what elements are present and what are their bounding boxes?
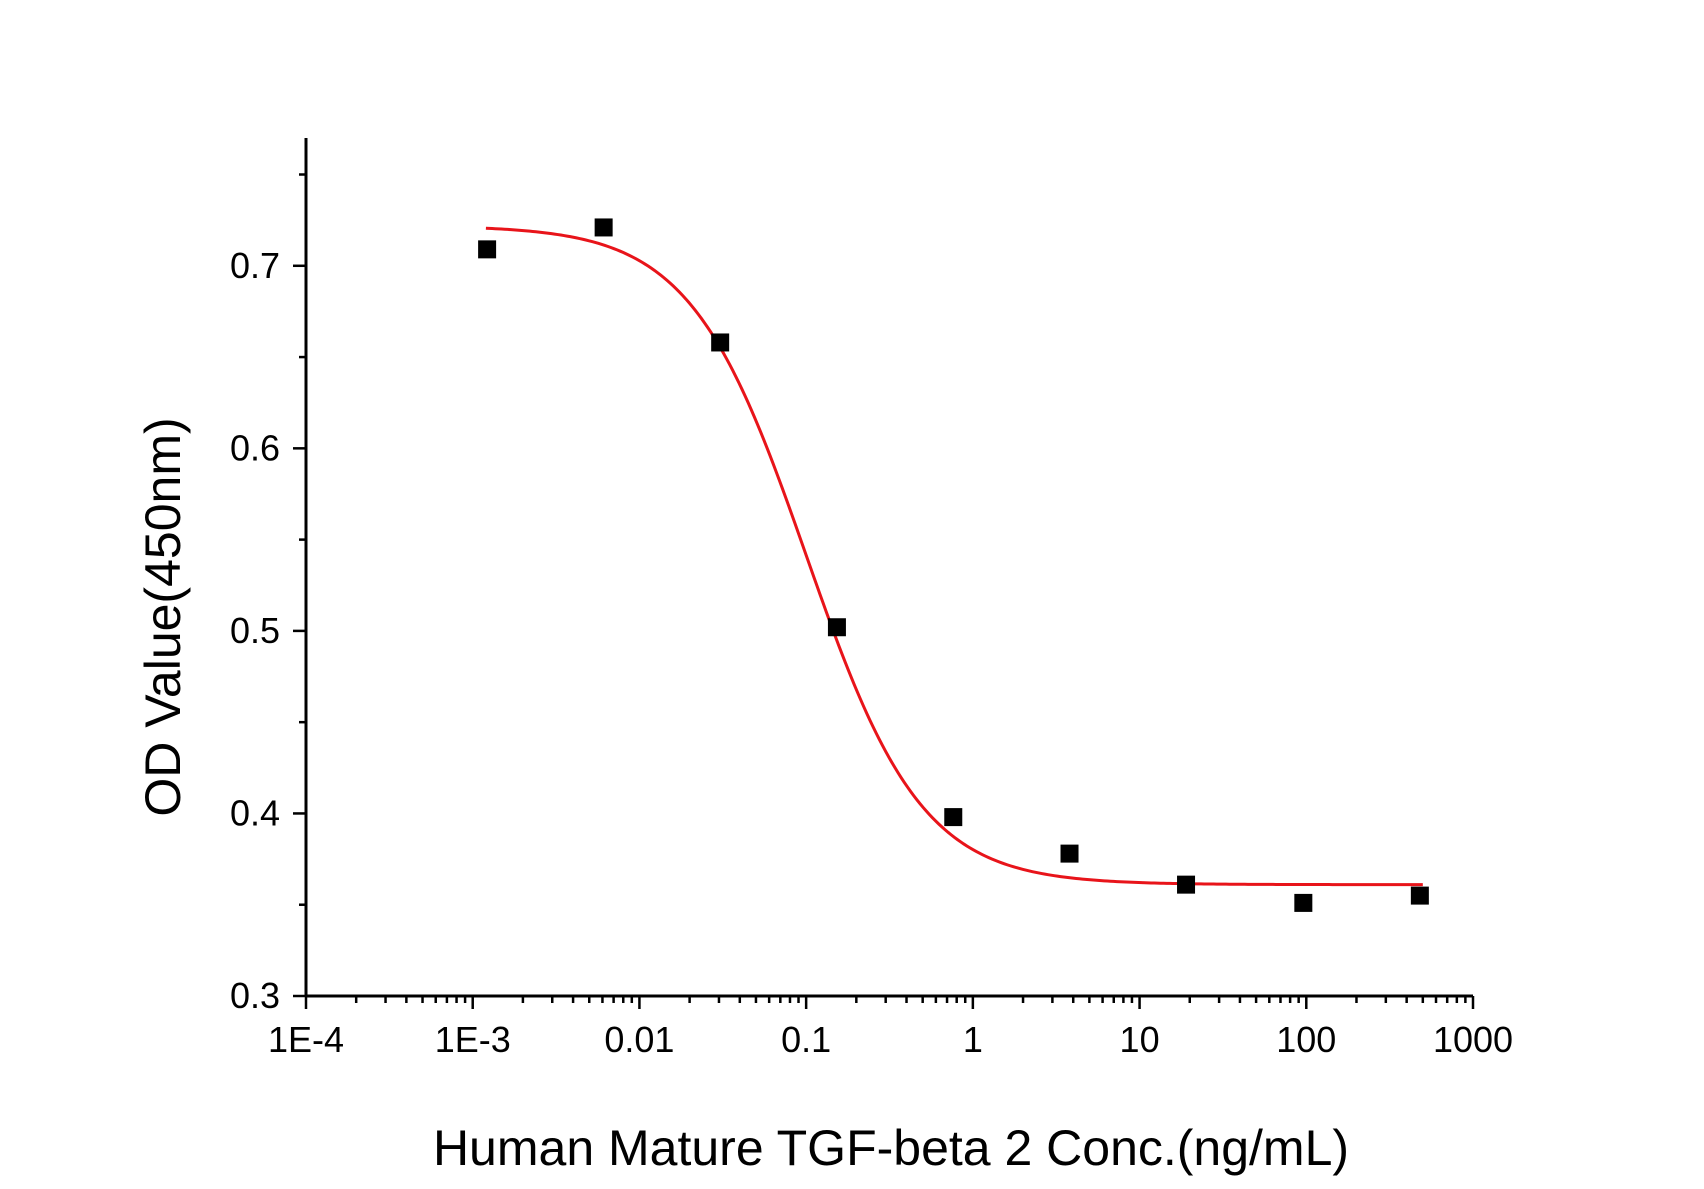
- data-point: [711, 333, 730, 352]
- data-point: [1060, 844, 1079, 863]
- y-tick-label: 0.3: [230, 975, 280, 1016]
- y-tick-labels: 0.3 0.4 0.5 0.6 0.7: [230, 245, 280, 1016]
- x-tick-label: 0.1: [781, 1019, 831, 1060]
- data-point: [1410, 886, 1429, 905]
- data-point: [944, 808, 963, 827]
- y-tick-label: 0.4: [230, 792, 280, 833]
- x-tick-label: 10: [1120, 1019, 1160, 1060]
- y-axis-title: OD Value(450nm): [135, 417, 191, 816]
- fit-curve: [485, 226, 1423, 887]
- data-point: [1177, 875, 1196, 894]
- y-tick-label: 0.6: [230, 427, 280, 468]
- x-tick-label: 0.01: [604, 1019, 674, 1060]
- x-tick-label: 1000: [1433, 1019, 1513, 1060]
- data-point: [1294, 893, 1313, 912]
- series-layer: [478, 218, 1429, 912]
- x-ticks: [304, 996, 1475, 1009]
- y-axis: 0.3 0.4 0.5 0.6 0.7: [230, 138, 308, 1016]
- x-tick-label: 1E-4: [268, 1019, 344, 1060]
- x-axis: 1E-4 1E-3 0.01 0.1 1 10 100 1000: [268, 994, 1513, 1060]
- plot-area: 1E-4 1E-3 0.01 0.1 1 10 100 1000 0.30.40.50.60.…: [230, 138, 1513, 1060]
- y-tick-label: 0.5: [230, 610, 280, 651]
- x-axis-title: Human Mature TGF-beta 2 Conc.(ng/mL): [433, 1120, 1349, 1176]
- x-tick-label: 1: [963, 1019, 983, 1060]
- x-tick-label: 1E-3: [435, 1019, 511, 1060]
- y-ticks: [293, 173, 306, 998]
- data-point: [594, 218, 613, 237]
- data-point: [478, 240, 497, 259]
- data-point: [827, 618, 846, 637]
- y-tick-label: 0.7: [230, 245, 280, 286]
- x-tick-label: 100: [1276, 1019, 1336, 1060]
- x-tick-labels: 1E-4 1E-3 0.01 0.1 1 10 100 1000: [268, 1019, 1513, 1060]
